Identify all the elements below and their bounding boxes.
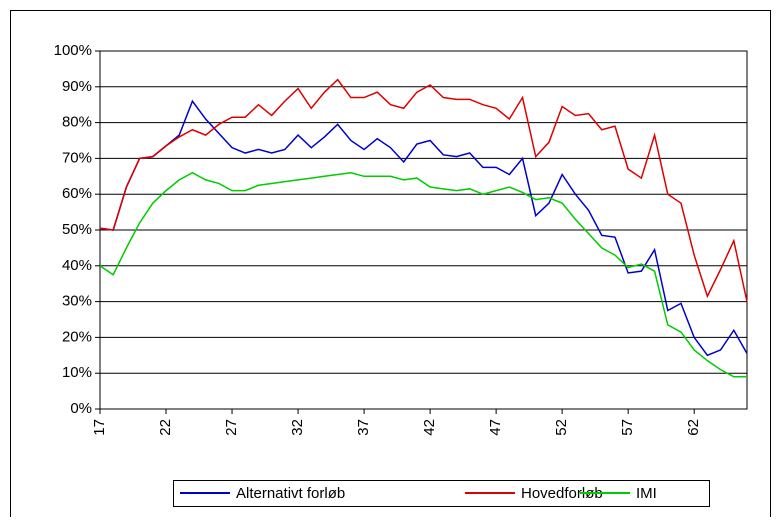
legend-label: Hovedforløb bbox=[521, 485, 603, 502]
series-line bbox=[99, 171, 747, 378]
x-tick-label: 22 bbox=[157, 419, 174, 436]
x-tick-label: 57 bbox=[619, 419, 636, 436]
y-tick-label: 60% bbox=[62, 185, 92, 202]
plot-area bbox=[99, 50, 748, 410]
x-tick-label: 52 bbox=[553, 419, 570, 436]
y-tick-label: 50% bbox=[62, 221, 92, 238]
x-tick-label: 62 bbox=[685, 419, 702, 436]
y-tick-label: 40% bbox=[62, 257, 92, 274]
x-tick-label: 47 bbox=[487, 419, 504, 436]
y-tick-label: 80% bbox=[62, 114, 92, 131]
x-tick-label: 37 bbox=[355, 419, 372, 436]
series-line bbox=[99, 99, 748, 357]
x-tick-label: 17 bbox=[91, 419, 108, 436]
y-tick-label: 10% bbox=[62, 364, 92, 381]
legend-label: Alternativt forløb bbox=[236, 485, 345, 502]
series-line bbox=[99, 78, 748, 302]
x-tick-label: 32 bbox=[289, 419, 306, 436]
y-tick-label: 100% bbox=[54, 42, 92, 59]
y-tick-label: 30% bbox=[62, 293, 92, 310]
x-tick-label: 27 bbox=[223, 419, 240, 436]
y-tick-label: 0% bbox=[70, 400, 92, 417]
y-tick-label: 90% bbox=[62, 78, 92, 95]
y-tick-label: 70% bbox=[62, 149, 92, 166]
y-tick-label: 20% bbox=[62, 328, 92, 345]
x-tick-label: 42 bbox=[421, 419, 438, 436]
legend-label: IMI bbox=[636, 485, 657, 502]
